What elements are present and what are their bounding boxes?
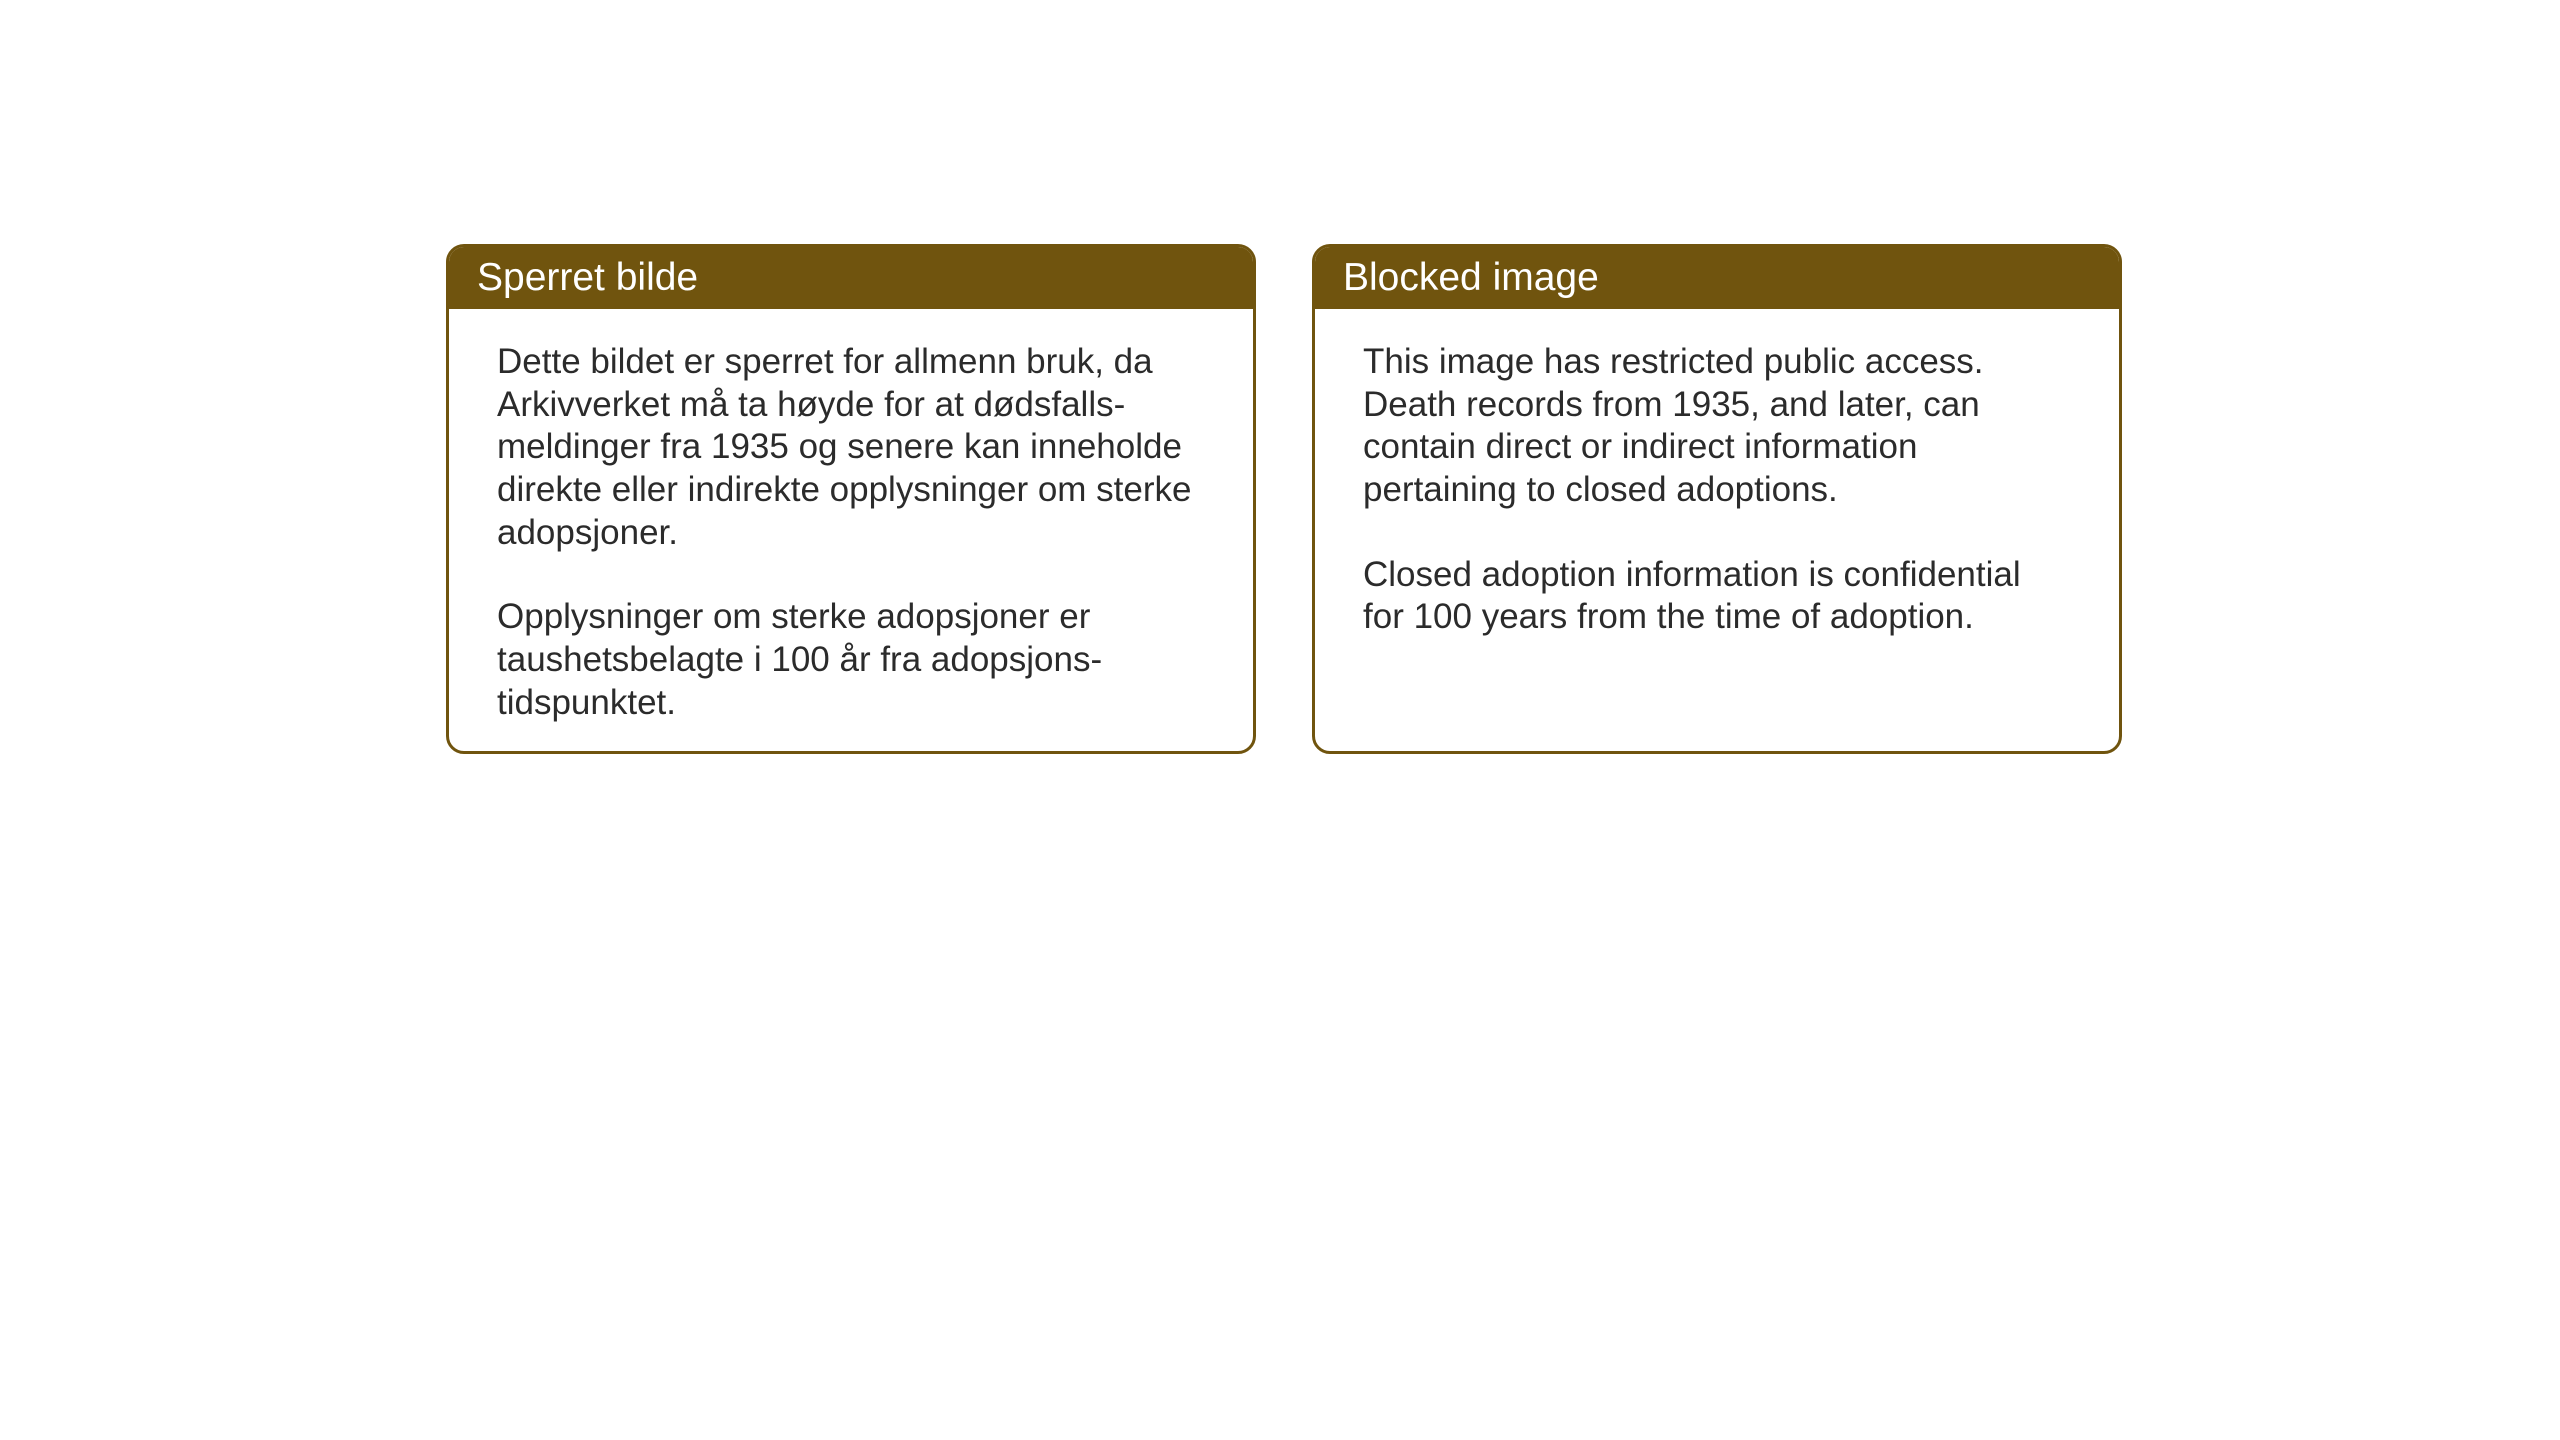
notice-container: Sperret bilde Dette bildet er sperret fo… [446,244,2122,754]
notice-paragraph-1-english: This image has restricted public access.… [1363,341,2071,512]
notice-title-english: Blocked image [1343,256,1599,299]
notice-card-norwegian: Sperret bilde Dette bildet er sperret fo… [446,244,1256,754]
notice-header-norwegian: Sperret bilde [449,247,1253,309]
notice-paragraph-2-english: Closed adoption information is confident… [1363,554,2071,639]
notice-title-norwegian: Sperret bilde [477,256,698,299]
notice-paragraph-2-norwegian: Opplysninger om sterke adopsjoner er tau… [497,596,1205,724]
notice-paragraph-1-norwegian: Dette bildet er sperret for allmenn bruk… [497,341,1205,554]
notice-body-english: This image has restricted public access.… [1315,309,2119,681]
notice-card-english: Blocked image This image has restricted … [1312,244,2122,754]
notice-header-english: Blocked image [1315,247,2119,309]
notice-body-norwegian: Dette bildet er sperret for allmenn bruk… [449,309,1253,754]
